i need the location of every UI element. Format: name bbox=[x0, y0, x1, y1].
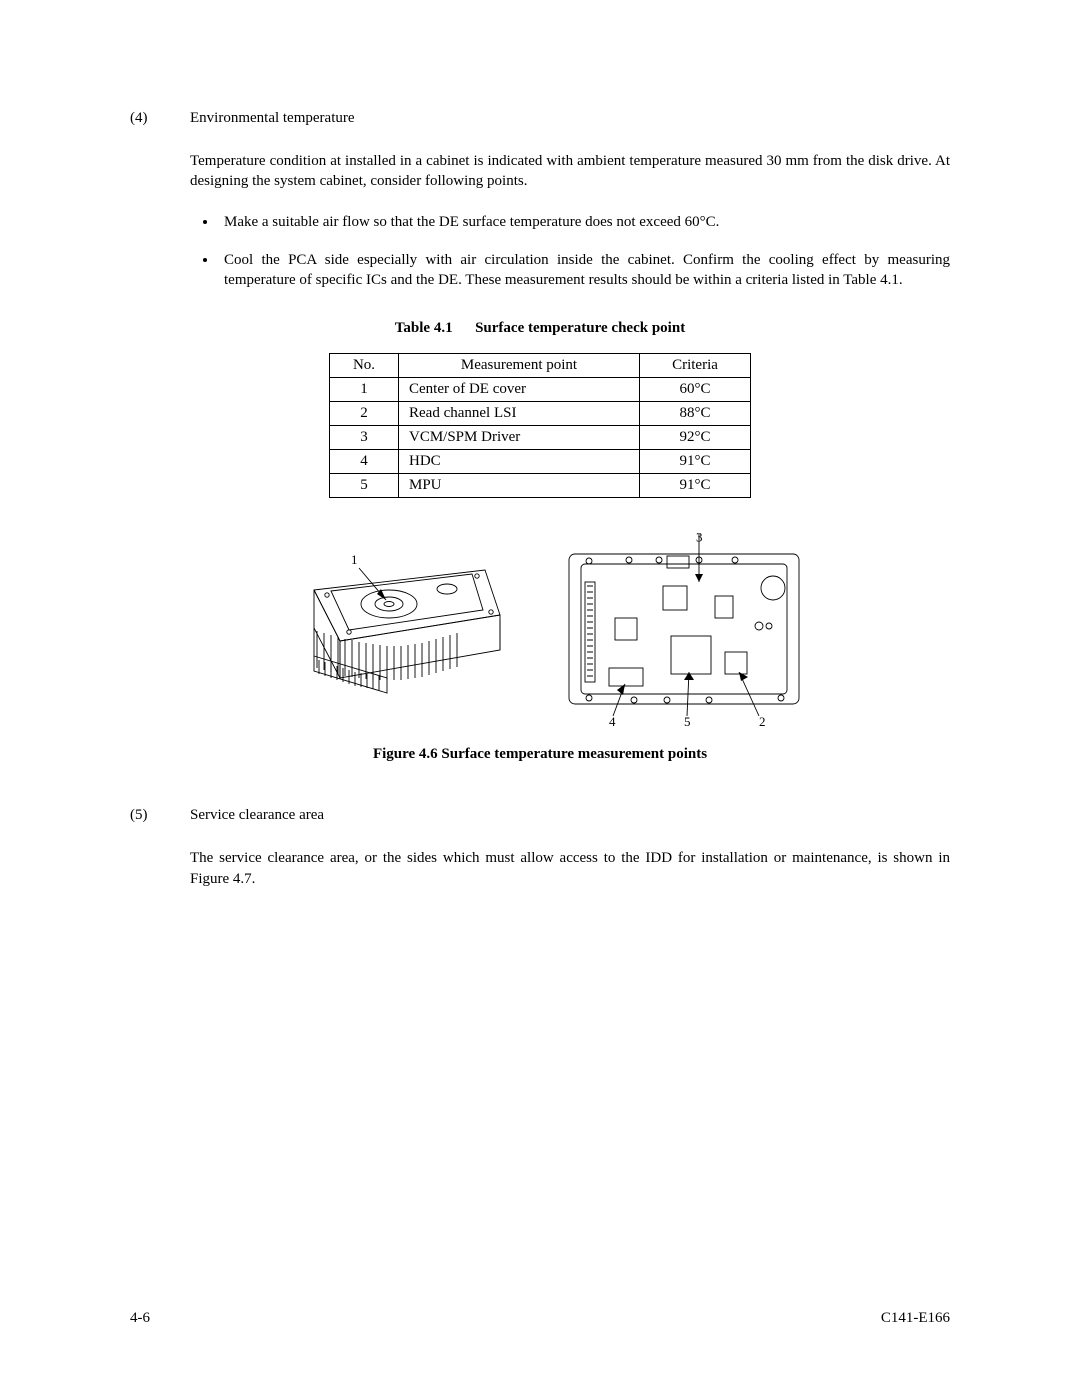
cell-crit: 60°C bbox=[640, 378, 751, 402]
section-5-header: (5) Service clearance area bbox=[130, 807, 950, 824]
table-4-1-label: Table 4.1 bbox=[395, 320, 453, 336]
cell-crit: 91°C bbox=[640, 474, 751, 498]
bullet-2: Cool the PCA side especially with air ci… bbox=[218, 250, 950, 291]
table-4-1: No. Measurement point Criteria 1 Center … bbox=[329, 353, 751, 498]
section-4-number: (4) bbox=[130, 110, 190, 127]
section-4-para-1: Temperature condition at installed in a … bbox=[190, 151, 950, 192]
table-row: 2 Read channel LSI 88°C bbox=[330, 402, 751, 426]
callout-2: 2 bbox=[759, 714, 766, 728]
bullet-1: Make a suitable air flow so that the DE … bbox=[218, 212, 950, 232]
col-mp: Measurement point bbox=[399, 354, 640, 378]
col-crit: Criteria bbox=[640, 354, 751, 378]
figure-4-6-caption: Figure 4.6 Surface temperature measureme… bbox=[130, 746, 950, 763]
cell-crit: 91°C bbox=[640, 450, 751, 474]
section-4-body: Temperature condition at installed in a … bbox=[190, 151, 950, 290]
callout-4: 4 bbox=[609, 714, 616, 728]
table-row: 4 HDC 91°C bbox=[330, 450, 751, 474]
cell-no: 5 bbox=[330, 474, 399, 498]
cell-crit: 92°C bbox=[640, 426, 751, 450]
cell-mp: Read channel LSI bbox=[399, 402, 640, 426]
cell-mp: HDC bbox=[399, 450, 640, 474]
cell-no: 1 bbox=[330, 378, 399, 402]
col-no: No. bbox=[330, 354, 399, 378]
figure-4-6-left-icon: 1 bbox=[267, 528, 521, 728]
cell-crit: 88°C bbox=[640, 402, 751, 426]
section-5-body: The service clearance area, or the sides… bbox=[190, 848, 950, 889]
page-footer: 4-6 C141-E166 bbox=[130, 1310, 950, 1327]
section-5-title: Service clearance area bbox=[190, 807, 324, 824]
callout-3: 3 bbox=[696, 530, 703, 545]
table-row: 3 VCM/SPM Driver 92°C bbox=[330, 426, 751, 450]
page: (4) Environmental temperature Temperatur… bbox=[0, 0, 1080, 1397]
cell-no: 2 bbox=[330, 402, 399, 426]
cell-mp: VCM/SPM Driver bbox=[399, 426, 640, 450]
cell-mp: Center of DE cover bbox=[399, 378, 640, 402]
callout-5: 5 bbox=[684, 714, 691, 728]
table-row: 5 MPU 91°C bbox=[330, 474, 751, 498]
section-4-header: (4) Environmental temperature bbox=[130, 110, 950, 127]
figure-4-6-right-icon: 3 4 5 2 bbox=[559, 528, 813, 728]
section-4-bullets: Make a suitable air flow so that the DE … bbox=[190, 212, 950, 291]
section-5-para-1: The service clearance area, or the sides… bbox=[190, 848, 950, 889]
section-5-number: (5) bbox=[130, 807, 190, 824]
cell-no: 3 bbox=[330, 426, 399, 450]
callout-1: 1 bbox=[351, 552, 358, 567]
table-4-1-caption: Table 4.1 Surface temperature check poin… bbox=[130, 320, 950, 337]
table-4-1-title: Surface temperature check point bbox=[475, 320, 685, 336]
table-row: 1 Center of DE cover 60°C bbox=[330, 378, 751, 402]
footer-left: 4-6 bbox=[130, 1310, 150, 1327]
cell-no: 4 bbox=[330, 450, 399, 474]
figure-4-6: 1 bbox=[130, 528, 950, 728]
section-4-title: Environmental temperature bbox=[190, 110, 355, 127]
cell-mp: MPU bbox=[399, 474, 640, 498]
table-header-row: No. Measurement point Criteria bbox=[330, 354, 751, 378]
footer-right: C141-E166 bbox=[881, 1310, 950, 1327]
